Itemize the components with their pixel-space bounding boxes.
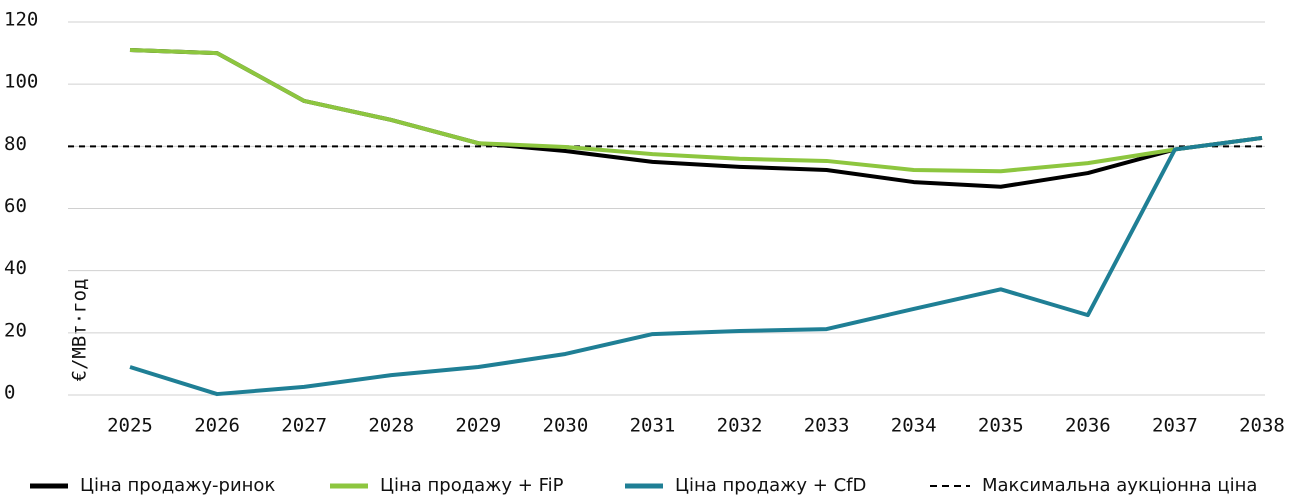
series-line [129, 47, 1263, 189]
x-tick-label: 2035 [978, 415, 1024, 437]
legend-label: Ціна продажу + FiP [380, 475, 564, 496]
y-tick-label: 60 [4, 195, 27, 217]
x-tick-label: 2028 [368, 415, 414, 437]
legend-label: Ціна продажу-ринок [80, 475, 275, 496]
x-tick-label: 2031 [630, 415, 676, 437]
x-tick-label: 2030 [543, 415, 589, 437]
x-tick-label: 2026 [194, 415, 240, 437]
x-tick-label: 2034 [891, 415, 937, 437]
x-tick-label: 2036 [1065, 415, 1111, 437]
x-tick-label: 2027 [281, 415, 327, 437]
legend-label: Ціна продажу + CfD [675, 475, 866, 496]
legend-label: Максимальна аукціонна ціна [982, 475, 1257, 496]
x-tick-label: 2032 [717, 415, 763, 437]
y-tick-label: 0 [4, 382, 15, 404]
y-tick-label: 40 [4, 257, 27, 279]
x-tick-label: 2025 [107, 415, 153, 437]
x-tick-label: 2029 [455, 415, 501, 437]
x-tick-label: 2038 [1239, 415, 1285, 437]
y-axis-label: €/МВт·год [69, 279, 91, 382]
y-tick-label: 100 [4, 71, 38, 93]
y-tick-label: 120 [4, 9, 38, 31]
series-line [129, 135, 1263, 397]
x-tick-label: 2033 [804, 415, 850, 437]
series-line [129, 47, 1263, 174]
x-tick-label: 2037 [1152, 415, 1198, 437]
y-tick-label: 20 [4, 319, 27, 341]
y-tick-label: 80 [4, 133, 27, 155]
